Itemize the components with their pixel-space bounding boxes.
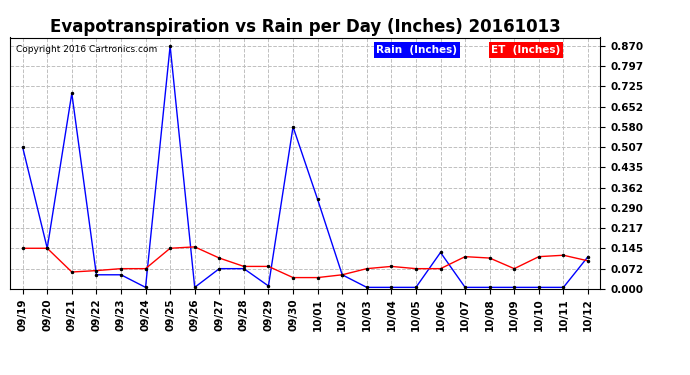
- Text: Copyright 2016 Cartronics.com: Copyright 2016 Cartronics.com: [17, 45, 157, 54]
- Text: Rain  (Inches): Rain (Inches): [376, 45, 457, 55]
- Text: ET  (Inches): ET (Inches): [491, 45, 560, 55]
- Title: Evapotranspiration vs Rain per Day (Inches) 20161013: Evapotranspiration vs Rain per Day (Inch…: [50, 18, 561, 36]
